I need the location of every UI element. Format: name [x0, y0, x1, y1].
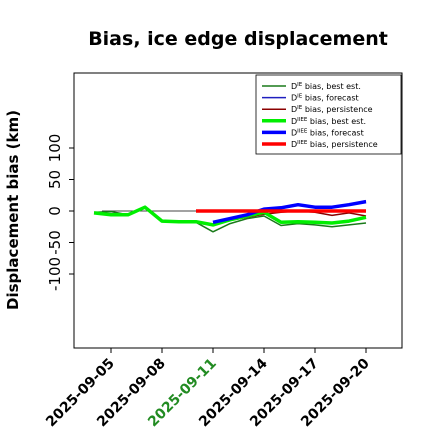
legend-label: DIIEE bias, best est. — [291, 117, 366, 126]
legend-label: DIE bias, best est. — [291, 82, 361, 91]
series-line-5 — [212, 199, 367, 225]
y-axis-label: Displacement bias (km) — [4, 110, 22, 310]
legend: DIE bias, best est. DIE bias, forecast DIE… — [255, 74, 402, 155]
legend-label: DIIEE bias, persistence — [291, 140, 378, 149]
y-tick-label: 0 — [46, 206, 64, 216]
legend-label: DIE bias, forecast — [291, 94, 359, 103]
legend-label: DIE bias, persistence — [291, 105, 373, 114]
y-tick-label: -100 — [46, 257, 64, 291]
chart-title: Bias, ice edge displacement — [88, 28, 388, 50]
legend-box — [255, 74, 402, 155]
y-tick-label: -50 — [46, 230, 64, 255]
legend-label: DIIEE bias, forecast — [291, 128, 364, 137]
y-tick-label: 100 — [46, 134, 64, 163]
y-tick-label: 50 — [46, 170, 64, 189]
